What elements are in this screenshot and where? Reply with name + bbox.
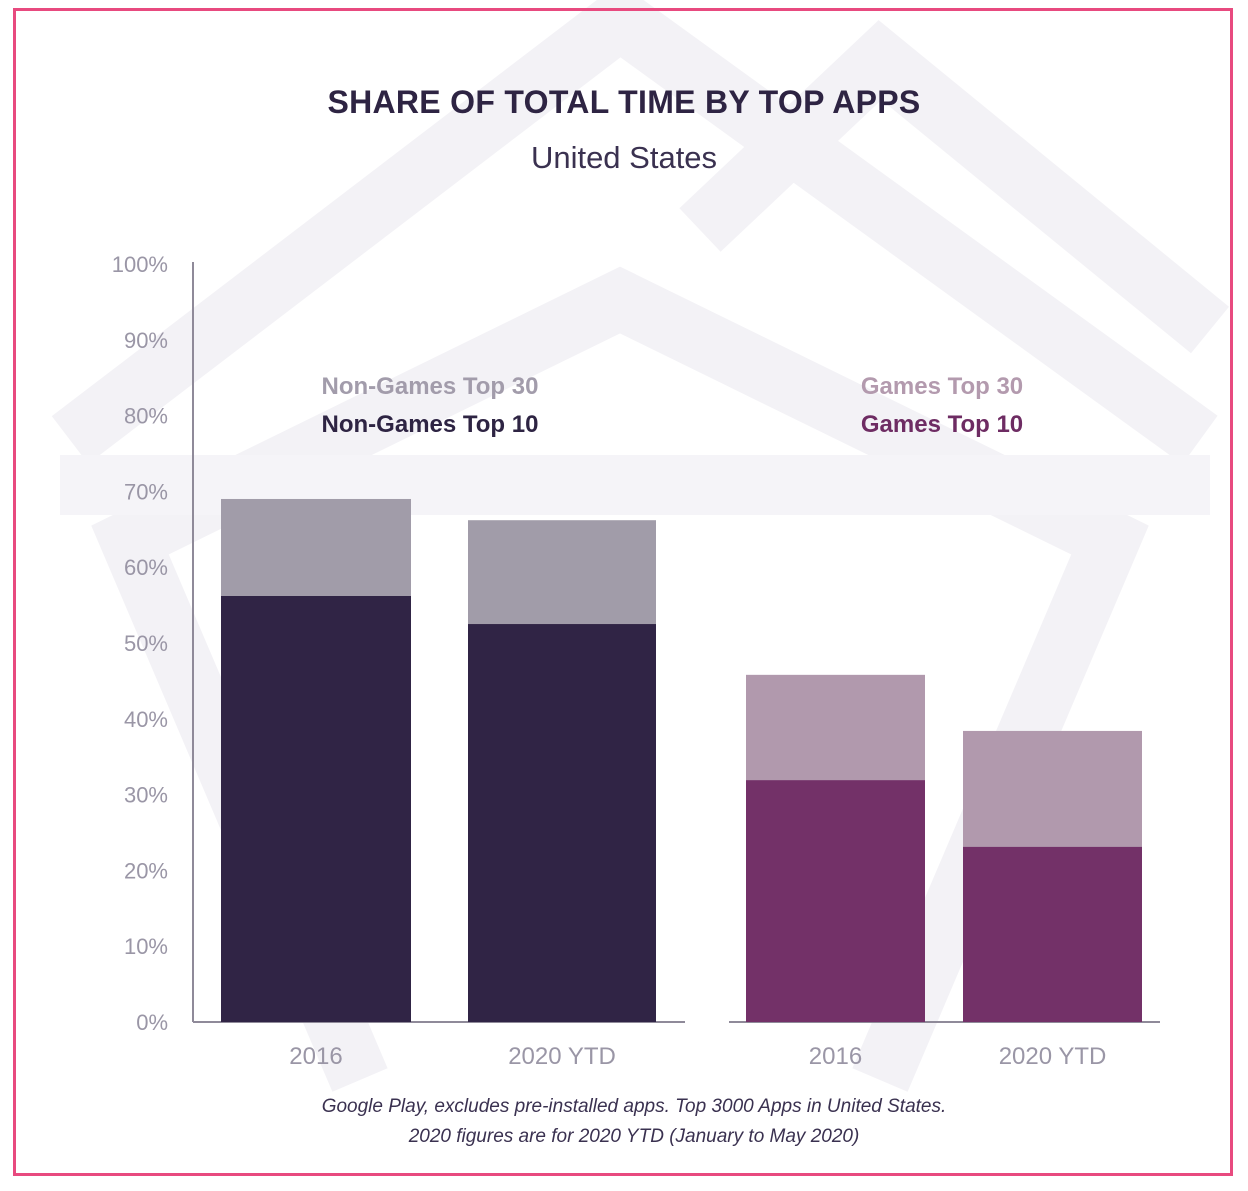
- y-tick-label: 40%: [124, 707, 168, 732]
- y-tick-label: 80%: [124, 404, 168, 429]
- footnote-line-1: Google Play, excludes pre-installed apps…: [321, 1096, 947, 1117]
- legend-label: Games Top 30: [861, 373, 1023, 400]
- chart-subtitle: United States: [530, 140, 718, 175]
- y-tick-label: 20%: [124, 858, 168, 883]
- bar-games-top-10-2020-ytd: [963, 846, 1142, 1022]
- y-tick-label: 100%: [112, 252, 168, 277]
- y-tick-label: 0%: [136, 1010, 168, 1035]
- chart-title: SHARE OF TOTAL TIME BY TOP APPS: [327, 84, 921, 120]
- x-tick-label: 2020 YTD: [999, 1043, 1107, 1070]
- chart-frame: [13, 8, 1233, 1176]
- y-tick-label: 10%: [124, 934, 168, 959]
- bar-non-games-top-10-2016: [221, 596, 411, 1022]
- y-tick-label: 70%: [124, 479, 168, 504]
- y-tick-label: 60%: [124, 555, 168, 580]
- legend-label: Non-Games Top 10: [322, 411, 539, 438]
- footnote-line-2: 2020 figures are for 2020 YTD (January t…: [408, 1126, 860, 1147]
- y-tick-label: 50%: [124, 631, 168, 656]
- y-tick-label: 90%: [124, 328, 168, 353]
- bar-non-games-top-10-2020-ytd: [468, 624, 656, 1022]
- x-tick-label: 2020 YTD: [508, 1043, 616, 1070]
- legend-label: Games Top 10: [861, 411, 1023, 438]
- x-tick-label: 2016: [289, 1043, 342, 1070]
- bar-games-top-10-2016: [746, 780, 925, 1022]
- y-tick-label: 30%: [124, 783, 168, 808]
- x-tick-label: 2016: [809, 1043, 862, 1070]
- legend-label: Non-Games Top 30: [322, 373, 539, 400]
